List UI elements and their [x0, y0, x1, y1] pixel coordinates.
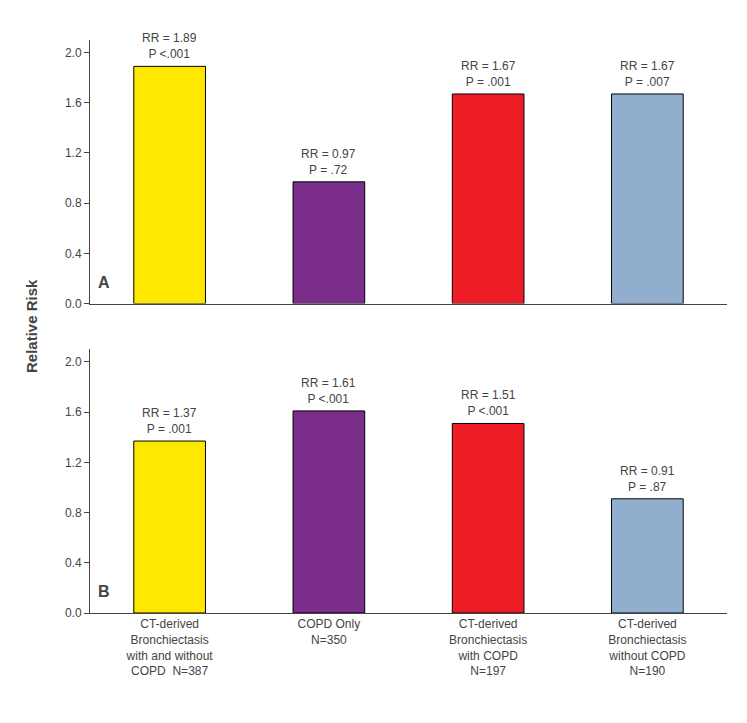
svg-text:0.8: 0.8: [65, 196, 82, 210]
svg-text:RR = 1.67P = .001: RR = 1.67P = .001: [461, 59, 516, 89]
svg-text:0.4: 0.4: [65, 247, 82, 261]
svg-text:RR = 0.91P = .87: RR = 0.91P = .87: [620, 464, 675, 494]
svg-text:RR = 1.61P <.001: RR = 1.61P <.001: [301, 376, 356, 406]
svg-text:1.2: 1.2: [65, 146, 82, 160]
svg-text:0.0: 0.0: [65, 606, 82, 620]
svg-text:CT-derivedBronchiectasiswith C: CT-derivedBronchiectasiswith COPDN=197: [449, 617, 527, 678]
svg-text:RR = 1.37P = .001: RR = 1.37P = .001: [142, 406, 197, 436]
svg-text:0.0: 0.0: [65, 297, 82, 311]
svg-text:1.2: 1.2: [65, 456, 82, 470]
svg-text:RR = 1.51P <.001: RR = 1.51P <.001: [461, 388, 516, 418]
svg-text:CT-derivedBronchiectasiswithou: CT-derivedBronchiectasiswithout COPDN=19…: [608, 617, 686, 678]
svg-text:B: B: [98, 583, 110, 600]
svg-text:Relative Risk: Relative Risk: [23, 279, 40, 373]
svg-text:COPD OnlyN=350: COPD OnlyN=350: [298, 617, 361, 647]
svg-text:0.4: 0.4: [65, 556, 82, 570]
svg-text:A: A: [98, 274, 110, 291]
svg-text:RR = 1.89P <.001: RR = 1.89P <.001: [142, 31, 197, 61]
svg-text:0.8: 0.8: [65, 506, 82, 520]
svg-text:1.6: 1.6: [65, 405, 82, 419]
svg-text:2.0: 2.0: [65, 355, 82, 369]
svg-text:1.6: 1.6: [65, 96, 82, 110]
svg-text:2.0: 2.0: [65, 46, 82, 60]
svg-text:RR = 0.97P = .72: RR = 0.97P = .72: [301, 147, 356, 177]
svg-text:RR = 1.67P = .007: RR = 1.67P = .007: [620, 59, 675, 89]
svg-text:CT-derivedBronchiectasiswith a: CT-derivedBronchiectasiswith and without…: [126, 617, 214, 678]
